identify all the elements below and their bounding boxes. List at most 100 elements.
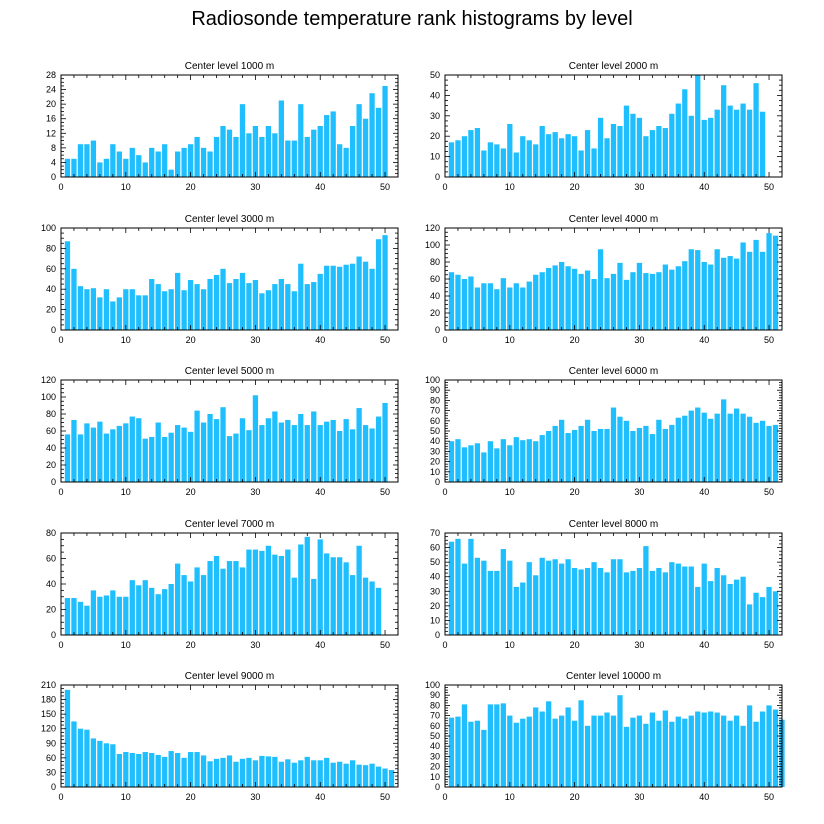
bar	[142, 295, 148, 330]
bar	[155, 151, 161, 177]
bar	[246, 283, 252, 330]
bar	[168, 432, 174, 482]
bar	[187, 581, 194, 635]
bar	[565, 559, 571, 635]
bar	[162, 144, 168, 177]
bar	[539, 557, 545, 635]
bar	[168, 584, 174, 635]
bar	[116, 596, 122, 635]
y-tick-label: 90	[46, 738, 56, 748]
bar	[701, 262, 707, 330]
bar	[200, 147, 207, 177]
bar	[746, 705, 753, 787]
bar	[213, 136, 220, 177]
bar	[487, 441, 494, 482]
bar	[552, 559, 558, 635]
x-tick-label: 40	[699, 182, 709, 192]
bar	[604, 428, 610, 482]
bar	[623, 726, 630, 787]
y-tick-label: 80	[430, 395, 440, 405]
bar	[168, 169, 174, 177]
bar	[356, 408, 362, 482]
bar	[772, 235, 779, 330]
bar	[507, 287, 513, 330]
bar	[682, 261, 688, 330]
bar	[708, 581, 714, 635]
bar	[468, 130, 474, 177]
bar	[382, 768, 388, 787]
y-tick-label: 20	[430, 762, 440, 772]
bar	[110, 144, 116, 177]
bar	[330, 762, 336, 787]
bar	[759, 420, 766, 482]
y-tick-label: 8	[51, 143, 56, 153]
bar	[513, 586, 519, 635]
bar	[500, 549, 506, 635]
x-tick-label: 20	[570, 182, 580, 192]
bar	[520, 287, 526, 330]
bar	[708, 418, 714, 482]
bar	[461, 563, 468, 635]
bar	[343, 147, 349, 177]
bar	[669, 424, 675, 482]
bar	[578, 425, 584, 482]
bar	[727, 584, 733, 635]
bar	[116, 425, 122, 482]
bar	[623, 572, 630, 635]
bar	[481, 560, 487, 635]
bar	[571, 429, 578, 482]
bar	[149, 147, 155, 177]
x-tick-label: 30	[634, 182, 644, 192]
histogram-panel-6: Center level 6000 m0 10 20 30 40 500102030405…	[425, 366, 783, 497]
y-tick-label: 4	[51, 157, 56, 167]
bar	[330, 557, 336, 635]
y-tick-label: 30	[46, 767, 56, 777]
bar	[71, 158, 77, 177]
bar	[675, 563, 681, 635]
y-tick-label: 20	[46, 99, 56, 109]
bar	[194, 284, 200, 330]
bar	[526, 140, 532, 177]
y-tick-label: 40	[46, 284, 56, 294]
panel-title: Center level 4000 m	[569, 214, 659, 225]
bar	[278, 555, 284, 635]
x-tick-label: 10	[121, 335, 131, 345]
y-tick-label: 20	[430, 308, 440, 318]
bar	[356, 104, 362, 177]
bar	[103, 595, 109, 635]
bar	[213, 758, 220, 787]
bar	[220, 757, 226, 787]
bar	[721, 257, 727, 330]
bar	[565, 707, 571, 787]
bar	[90, 738, 97, 787]
panel-title: Center level 9000 m	[185, 671, 275, 682]
bar	[461, 447, 468, 482]
bar	[733, 258, 740, 330]
x-tick-label: 50	[764, 487, 774, 497]
bar	[636, 117, 643, 177]
page-title: Radiosonde temperature rank histograms b…	[191, 8, 633, 30]
bar	[682, 89, 688, 177]
x-tick-label: 0	[442, 487, 447, 497]
bar	[753, 239, 759, 330]
x-tick-label: 0	[58, 335, 63, 345]
bar	[721, 715, 727, 787]
bar	[597, 715, 604, 787]
histogram-panel-9: Center level 9000 m 0 10 20 30 40 50 0 30 60 90 120…	[41, 671, 399, 802]
bar	[578, 273, 584, 330]
bar	[682, 566, 688, 635]
bar	[494, 704, 500, 787]
bar	[162, 436, 168, 482]
bar	[643, 546, 649, 635]
y-tick-label: 0	[435, 630, 440, 640]
x-tick-label: 50	[764, 792, 774, 802]
y-tick-label: 60	[46, 554, 56, 564]
bar	[597, 428, 604, 482]
bar	[265, 418, 272, 482]
histogram-panel-3: Center level 3000 m 0 10 20 30 40 50 0 20 40 60 80 1…	[41, 214, 399, 345]
bar	[610, 123, 617, 177]
bar	[84, 605, 90, 635]
bar	[343, 562, 349, 635]
x-tick-label: 40	[315, 792, 325, 802]
x-tick-label: 40	[315, 487, 325, 497]
